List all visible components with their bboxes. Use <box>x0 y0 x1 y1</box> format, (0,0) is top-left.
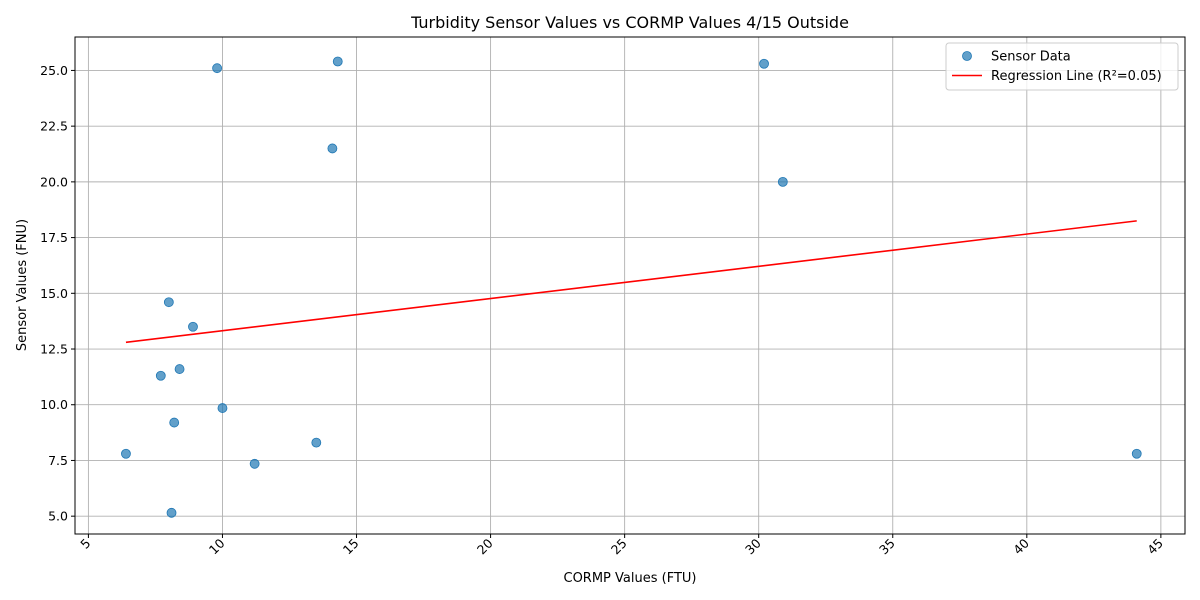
x-tick-label: 45 <box>1144 536 1166 558</box>
data-point <box>759 58 769 69</box>
x-axis-ticks: 5 10 15 20 25 30 35 40 45 <box>77 534 1166 557</box>
y-tick-label: 17.5 <box>40 230 68 245</box>
data-point <box>332 56 343 67</box>
x-tick-label: 40 <box>1010 535 1032 557</box>
y-tick-label: 15.0 <box>40 286 68 301</box>
y-tick-label: 22.5 <box>40 119 68 134</box>
y-tick-label: 7.5 <box>48 453 68 468</box>
y-tick-label: 5.0 <box>48 509 68 524</box>
data-point <box>1131 448 1142 459</box>
legend-box <box>945 42 1179 91</box>
x-tick-label: 5 <box>77 536 93 552</box>
chart-title: Turbidity Sensor Values vs CORMP Values … <box>410 13 849 32</box>
plot-frame <box>74 36 1186 535</box>
data-point <box>777 176 788 187</box>
legend-label-regression-line: Regression Line (R²=0.05) <box>991 69 1162 84</box>
data-point <box>163 297 174 308</box>
x-tick-label: 15 <box>340 536 362 558</box>
x-tick-label: 30 <box>742 535 764 557</box>
y-axis-label: Sensor Values (FNU) <box>15 219 30 351</box>
data-point <box>212 63 223 74</box>
x-tick-label: 35 <box>876 536 898 558</box>
y-tick-label: 25.0 <box>40 63 68 78</box>
legend-marker-sensor-data <box>962 51 972 61</box>
data-point <box>327 143 338 154</box>
scatter-points <box>121 56 1142 518</box>
y-axis-ticks: 5.0 7.5 10.0 12.5 15.0 17.5 20.0 22.5 25.0 <box>40 63 75 524</box>
data-point <box>169 417 180 428</box>
x-tick-label: 10 <box>206 535 228 557</box>
legend: Sensor Data Regression Line (R²=0.05) <box>945 42 1179 91</box>
data-point <box>155 370 166 381</box>
y-tick-label: 12.5 <box>40 342 68 357</box>
regression-line-group <box>125 220 1137 344</box>
data-point <box>188 321 198 332</box>
regression-line <box>125 220 1137 344</box>
y-tick-label: 20.0 <box>40 174 68 189</box>
data-point <box>174 364 185 374</box>
grid <box>75 37 1185 534</box>
x-tick-label: 25 <box>608 536 630 558</box>
x-axis-label: CORMP Values (FTU) <box>564 571 697 586</box>
data-point <box>311 437 322 448</box>
y-tick-label: 10.0 <box>40 397 68 412</box>
x-tick-label: 20 <box>474 535 496 557</box>
data-point <box>217 403 228 413</box>
data-point <box>166 507 177 518</box>
data-point <box>121 448 131 459</box>
data-point <box>249 458 260 469</box>
legend-label-sensor-data: Sensor Data <box>991 50 1071 65</box>
